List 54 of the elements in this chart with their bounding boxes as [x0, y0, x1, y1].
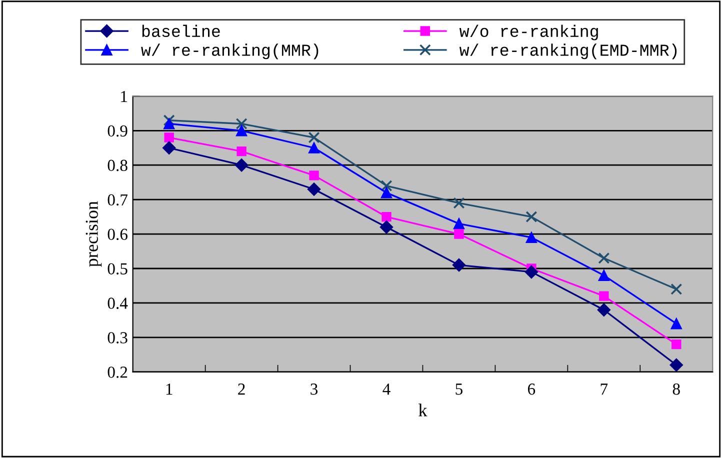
y-tick-label: 0.7 — [108, 194, 128, 206]
point — [380, 220, 394, 234]
point — [234, 158, 248, 172]
point — [526, 232, 537, 244]
x-tick-label: 7 — [600, 384, 608, 395]
point — [380, 187, 392, 198]
y-tick-label: 0.3 — [108, 332, 128, 344]
legend-label: w/ re-ranking(EMD-MMR) — [459, 44, 677, 60]
x-tick-label: 4 — [382, 384, 390, 395]
point — [236, 146, 246, 156]
point — [670, 318, 682, 330]
y-tick-label: 0.6 — [108, 228, 128, 240]
point — [526, 211, 538, 223]
y-tick-label: 0.4 — [108, 298, 128, 309]
point — [382, 212, 392, 222]
x-tick-label: 3 — [310, 384, 318, 395]
x-axis-title: k — [418, 404, 428, 416]
point — [236, 118, 248, 130]
x-tick-label: 8 — [672, 383, 680, 395]
point — [670, 358, 683, 372]
point — [672, 339, 682, 350]
point — [309, 170, 319, 180]
point — [164, 118, 175, 130]
point — [598, 270, 610, 281]
point — [597, 303, 610, 316]
x-tick-label: 5 — [456, 384, 462, 395]
y-tick-label: 0.8 — [108, 160, 128, 172]
y-tick-label: 0.9 — [108, 125, 128, 137]
point — [236, 125, 248, 136]
x-tick-label: 6 — [528, 384, 536, 395]
legend-label: w/o re-ranking — [459, 24, 598, 40]
point — [308, 132, 320, 144]
x-tick-label: 1 — [166, 384, 172, 395]
point — [453, 218, 465, 230]
legend-label: baseline — [142, 24, 220, 38]
y-axis-title: precision — [86, 201, 102, 267]
point — [598, 252, 610, 264]
point — [163, 114, 175, 126]
legend-label: w/ re-ranking(MMR) — [141, 44, 318, 60]
point — [308, 142, 320, 154]
point — [670, 283, 682, 295]
x-tick-label: 2 — [238, 384, 245, 395]
y-tick-label: 0.5 — [108, 263, 128, 275]
point — [599, 291, 609, 301]
point — [307, 182, 321, 196]
point — [452, 258, 466, 272]
y-tick-label: 1 — [121, 90, 127, 102]
point — [524, 265, 538, 279]
point — [380, 180, 392, 192]
point — [453, 197, 465, 209]
y-tick-label: 0.2 — [108, 366, 128, 378]
point — [164, 132, 174, 142]
point — [454, 229, 464, 239]
point — [162, 141, 176, 154]
